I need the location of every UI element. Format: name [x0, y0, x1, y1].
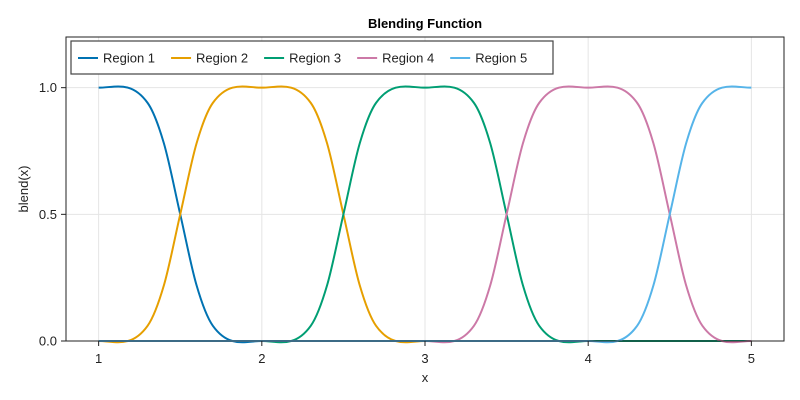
- legend-box: [70, 40, 554, 75]
- x-tick-label: 1: [95, 351, 102, 366]
- y-tick-label: 0.0: [39, 334, 57, 349]
- y-axis-label: blend(x): [16, 166, 31, 213]
- legend-label: Region 5: [475, 51, 527, 66]
- x-tick-label: 4: [585, 351, 592, 366]
- series-line-region-3: [98, 85, 752, 344]
- x-tick-label: 3: [421, 351, 428, 366]
- legend-label: Region 2: [196, 51, 248, 66]
- legend-label: Region 4: [382, 51, 434, 66]
- legend-label: Region 1: [103, 51, 155, 66]
- axis-ticks: 1 2 3 4 5 0.0 0.5 1.0: [39, 80, 755, 366]
- y-tick-label: 1.0: [39, 80, 57, 95]
- x-tick-label: 2: [258, 351, 265, 366]
- legend-label: Region 3: [289, 51, 341, 66]
- x-axis-label: x: [422, 370, 429, 385]
- x-tick-label: 5: [748, 351, 755, 366]
- y-tick-label: 0.5: [39, 207, 57, 222]
- chart-title: Blending Function: [368, 16, 482, 31]
- legend: Region 1 Region 2 Region 3 Region 4 Region 5: [70, 40, 554, 75]
